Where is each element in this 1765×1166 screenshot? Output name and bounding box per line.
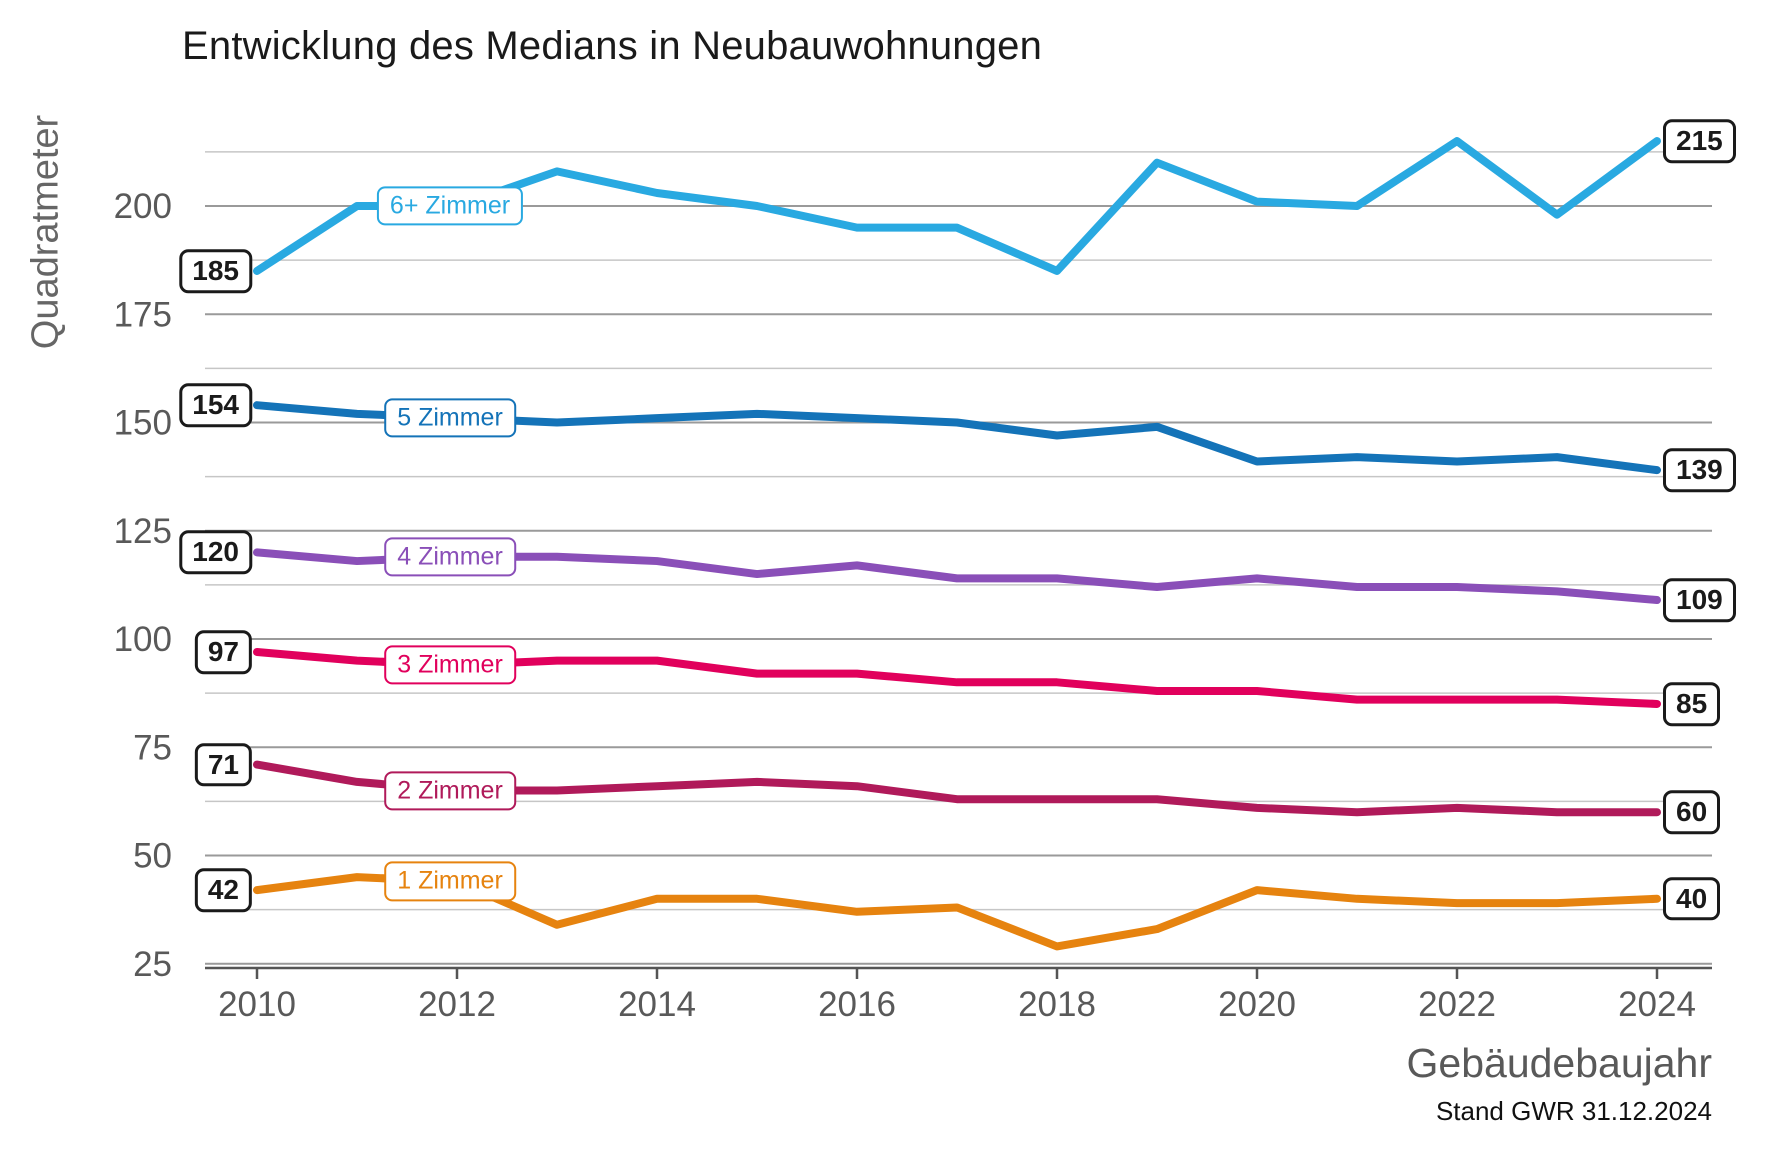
y-tick-label: 75 xyxy=(133,728,172,767)
x-tick-label: 2010 xyxy=(218,985,296,1024)
series-line-2-zimmer xyxy=(253,760,1661,817)
y-tick-label: 175 xyxy=(114,295,172,334)
y-tick-label: 25 xyxy=(133,945,172,984)
series-line-4-zimmer xyxy=(253,548,1661,605)
y-tick-label: 50 xyxy=(133,837,172,876)
y-tick-label: 100 xyxy=(114,620,172,659)
x-tick-label: 2014 xyxy=(618,985,696,1024)
footnote: Stand GWR 31.12.2024 xyxy=(1435,1096,1712,1126)
x-tick-label: 2022 xyxy=(1418,985,1496,1024)
x-tick-label: 2020 xyxy=(1218,985,1296,1024)
y-tick-label: 125 xyxy=(114,512,172,551)
x-tick-label: 2024 xyxy=(1618,985,1696,1024)
x-tick-label: 2018 xyxy=(1018,985,1096,1024)
series-line-5-zimmer xyxy=(253,401,1661,475)
chart-title: Entwicklung des Medians in Neubauwohnung… xyxy=(182,24,1043,68)
series-line-3-zimmer xyxy=(253,647,1661,708)
x-tick-label: 2016 xyxy=(818,985,896,1024)
y-tick-label: 150 xyxy=(114,404,172,443)
y-axis-title: Quadratmeter xyxy=(24,114,67,350)
x-tick-label: 2012 xyxy=(418,985,496,1024)
y-tick-label: 200 xyxy=(114,187,172,226)
series-line-1-zimmer xyxy=(253,873,1661,951)
x-axis-title: Gebäudebaujahr xyxy=(1406,1040,1712,1086)
